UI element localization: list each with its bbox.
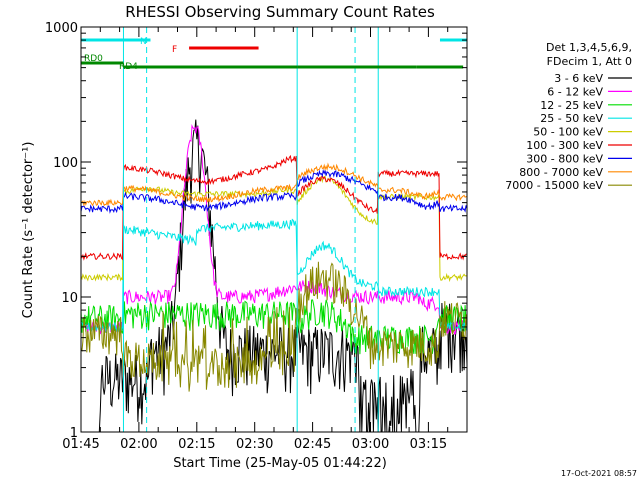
x-tick-label-2: 02:15	[178, 437, 215, 452]
flag-label-rd4: RD4	[119, 62, 138, 72]
y-tick-label-1: 1	[70, 426, 78, 441]
legend-label-6: 100 - 300 keV	[526, 139, 603, 152]
y-tick-label-10: 10	[61, 291, 78, 306]
flag-label-f: F	[172, 45, 177, 55]
series-line-2	[81, 123, 467, 336]
series-line-3	[81, 299, 467, 355]
series-line-4	[81, 218, 467, 333]
x-tick-label-0: 01:45	[62, 437, 99, 452]
chart-title: RHESSI Observing Summary Count Rates	[125, 3, 435, 21]
x-axis-label: Start Time (25-May-05 01:44:22)	[173, 456, 387, 471]
y-tick-label-1000: 1000	[45, 21, 78, 36]
x-tick-label-6: 03:15	[410, 437, 447, 452]
legend-label-9: 7000 - 15000 keV	[505, 179, 603, 192]
flag-label-n: N	[140, 37, 147, 47]
legend-label-3: 12 - 25 keV	[540, 99, 603, 112]
legend-label-2: 6 - 12 keV	[547, 85, 603, 98]
legend-label-7: 300 - 800 keV	[526, 152, 603, 165]
flag-label-rd0: RD0	[84, 54, 103, 64]
y-axis-label: Count Rate (s⁻¹ detector⁻¹)	[21, 142, 36, 319]
footer-date: 17-Oct-2021 08:57	[561, 469, 637, 478]
series-line-7	[81, 168, 467, 214]
legend-label-4: 25 - 50 keV	[540, 112, 603, 125]
y-tick-label-100: 100	[53, 156, 78, 171]
series-line-1	[81, 119, 467, 432]
x-tick-label-3: 02:30	[236, 437, 273, 452]
legend-label-5: 50 - 100 keV	[533, 126, 603, 139]
x-tick-label-5: 03:00	[352, 437, 389, 452]
series-line-8	[81, 162, 467, 208]
x-tick-label-4: 02:45	[294, 437, 331, 452]
legend-header-line-2: FDecim 1, Att 0	[547, 55, 632, 68]
legend-header-line-1: Det 1,3,4,5,6,9,	[546, 41, 632, 54]
legend-label-1: 3 - 6 keV	[554, 72, 603, 85]
x-tick-label-1: 02:00	[120, 437, 157, 452]
series-line-9	[81, 261, 467, 392]
legend-label-8: 800 - 7000 keV	[519, 166, 603, 179]
series-line-6	[81, 154, 467, 261]
